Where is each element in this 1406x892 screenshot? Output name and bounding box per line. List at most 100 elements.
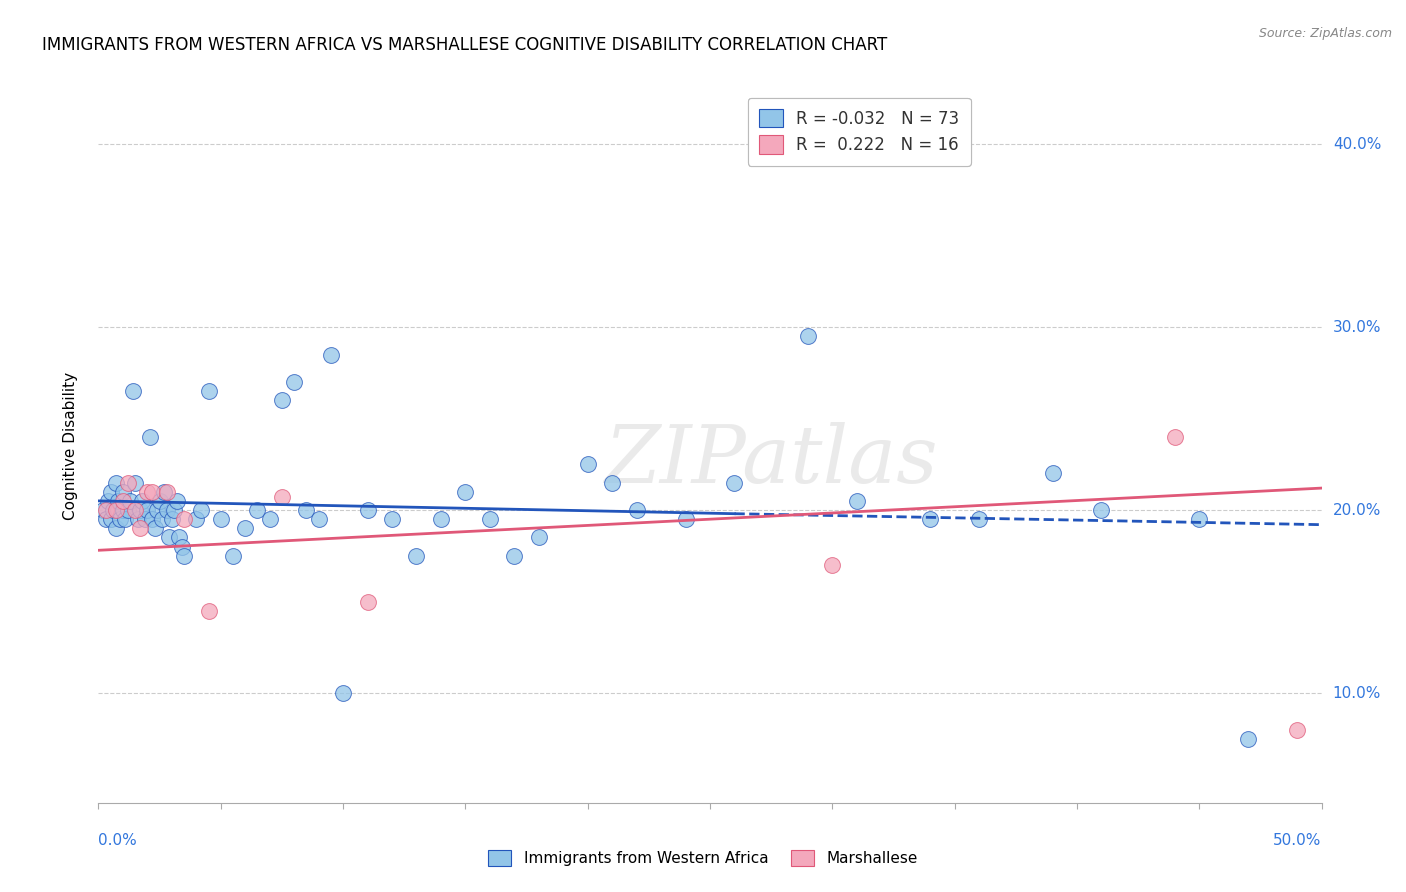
Point (1237, 731, 1260, 746)
Point (270, 393, 294, 408)
Point (117, 503, 139, 517)
Point (283, 375, 305, 389)
Point (101, 503, 124, 517)
Legend: Immigrants from Western Africa, Marshallese: Immigrants from Western Africa, Marshall… (479, 840, 927, 875)
Point (120, 494, 142, 508)
Point (141, 484, 163, 499)
Point (332, 686, 354, 700)
Point (270, 490, 294, 504)
Point (127, 512, 149, 526)
Point (626, 503, 648, 517)
Point (111, 484, 134, 499)
Text: ZIPatlas: ZIPatlas (605, 422, 938, 499)
Point (160, 512, 183, 526)
Text: 0.0%: 0.0% (98, 833, 138, 848)
Point (166, 494, 188, 508)
Point (356, 503, 378, 517)
Point (186, 512, 208, 526)
Point (141, 512, 163, 526)
Point (478, 512, 501, 526)
Point (356, 594, 378, 608)
Point (149, 494, 172, 508)
Point (100, 512, 122, 526)
Point (190, 503, 212, 517)
Text: IMMIGRANTS FROM WESTERN AFRICA VS MARSHALLESE COGNITIVE DISABILITY CORRELATION C: IMMIGRANTS FROM WESTERN AFRICA VS MARSHA… (42, 36, 887, 54)
Point (146, 503, 169, 517)
Point (723, 475, 745, 490)
Point (129, 503, 152, 517)
Point (100, 484, 122, 499)
Point (381, 512, 404, 526)
Point (821, 558, 844, 572)
Point (150, 512, 173, 526)
Point (94, 512, 117, 526)
Point (675, 512, 697, 526)
Point (111, 494, 134, 508)
Point (134, 512, 156, 526)
Point (110, 512, 132, 526)
Text: 30.0%: 30.0% (1333, 319, 1381, 334)
Point (1042, 467, 1064, 481)
Point (136, 484, 159, 499)
Point (117, 475, 139, 490)
Point (845, 494, 868, 508)
Text: 20.0%: 20.0% (1333, 502, 1381, 517)
Point (157, 531, 180, 545)
Point (246, 503, 269, 517)
Point (600, 475, 623, 490)
Point (111, 503, 134, 517)
Point (170, 540, 193, 554)
Point (107, 494, 129, 508)
Point (319, 347, 342, 361)
Point (104, 475, 127, 490)
Point (503, 549, 526, 563)
Point (139, 430, 162, 444)
Text: 50.0%: 50.0% (1274, 833, 1322, 848)
Point (197, 604, 219, 618)
Point (156, 484, 179, 499)
Point (222, 549, 245, 563)
Point (104, 503, 127, 517)
Point (527, 531, 550, 545)
Point (97, 494, 120, 508)
Text: Source: ZipAtlas.com: Source: ZipAtlas.com (1258, 27, 1392, 40)
Y-axis label: Cognitive Disability: Cognitive Disability (63, 372, 77, 520)
Point (797, 329, 820, 343)
Point (94, 503, 117, 517)
Point (259, 512, 281, 526)
Point (430, 512, 453, 526)
Point (576, 458, 599, 472)
Point (295, 503, 318, 517)
Point (173, 512, 195, 526)
Point (104, 521, 127, 535)
Point (156, 503, 179, 517)
Point (920, 512, 942, 526)
Point (121, 384, 143, 398)
Point (1090, 503, 1112, 517)
Point (124, 475, 146, 490)
Point (405, 549, 427, 563)
Point (124, 503, 146, 517)
Point (136, 503, 159, 517)
Point (209, 512, 232, 526)
Point (107, 503, 129, 517)
Point (167, 531, 190, 545)
Point (129, 521, 152, 535)
Point (197, 384, 219, 398)
Point (1188, 512, 1211, 526)
Point (233, 521, 256, 535)
Point (173, 549, 195, 563)
Point (143, 521, 166, 535)
Point (308, 512, 330, 526)
Text: 40.0%: 40.0% (1333, 136, 1381, 152)
Point (131, 494, 153, 508)
Point (454, 484, 477, 499)
Point (91, 503, 114, 517)
Point (163, 503, 186, 517)
Point (1286, 723, 1309, 737)
Legend: R = -0.032   N = 73, R =  0.222   N = 16: R = -0.032 N = 73, R = 0.222 N = 16 (748, 97, 970, 166)
Text: 10.0%: 10.0% (1333, 686, 1381, 700)
Point (967, 512, 990, 526)
Point (153, 484, 176, 499)
Point (114, 512, 136, 526)
